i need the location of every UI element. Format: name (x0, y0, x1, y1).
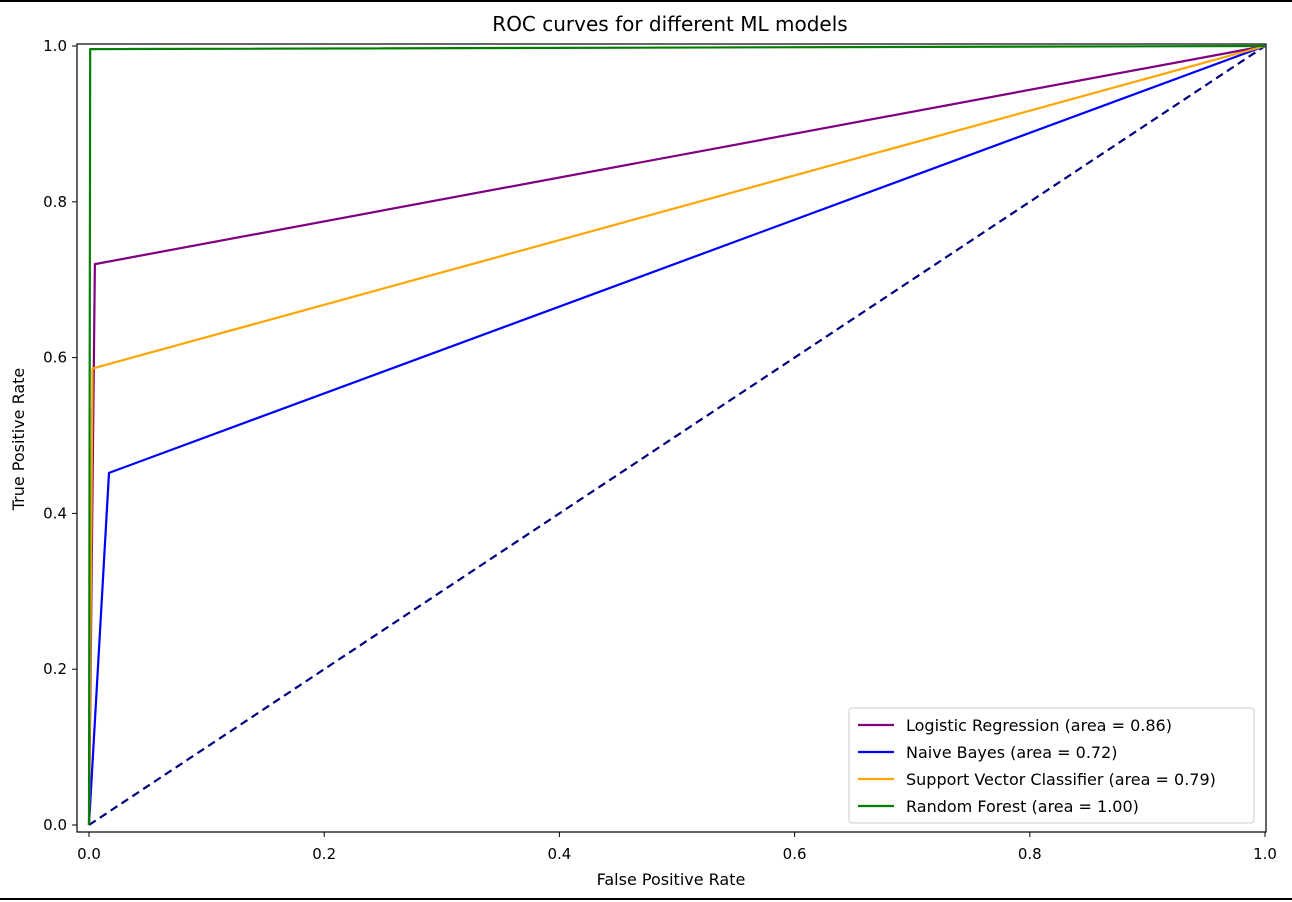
axes-frame (76, 43, 1267, 833)
x-axis-ticks: 0.0 0.2 0.4 0.6 0.8 1.0 (77, 832, 1277, 863)
legend-box (848, 707, 1255, 824)
y-axis-ticks: 0.0 0.2 0.4 0.6 0.8 1.0 (43, 37, 77, 834)
reference-diagonal-line (88, 45, 1266, 826)
y-tick-label: 0.6 (43, 349, 67, 367)
x-axis-label: False Positive Rate (597, 870, 746, 889)
x-tick-label: 0.0 (77, 845, 101, 863)
x-tick-label: 0.6 (783, 845, 807, 863)
legend: Logistic Regression (area = 0.86) Naive B… (848, 707, 1255, 824)
series-line-1 (87, 44, 1266, 826)
chart-title: ROC curves for different ML models (492, 12, 847, 36)
x-tick-label: 1.0 (1253, 845, 1277, 863)
legend-label-0: Logistic Regression (area = 0.86) (906, 716, 1172, 735)
legend-label-1: Naive Bayes (area = 0.72) (906, 743, 1118, 762)
legend-label-2: Support Vector Classifier (area = 0.79) (906, 770, 1216, 789)
y-axis-label: True Positive Rate (9, 368, 28, 512)
y-tick-label: 0.0 (43, 816, 67, 834)
y-tick-label: 0.8 (43, 193, 67, 211)
x-tick-label: 0.8 (1018, 845, 1042, 863)
y-tick-label: 0.2 (43, 660, 67, 678)
y-tick-label: 0.4 (43, 504, 67, 522)
legend-label-3: Random Forest (area = 1.00) (906, 797, 1139, 816)
plot-area (87, 44, 1266, 826)
x-tick-label: 0.2 (312, 845, 336, 863)
series-line-3 (87, 44, 1266, 826)
y-tick-label: 1.0 (43, 37, 67, 55)
x-tick-label: 0.4 (547, 845, 571, 863)
